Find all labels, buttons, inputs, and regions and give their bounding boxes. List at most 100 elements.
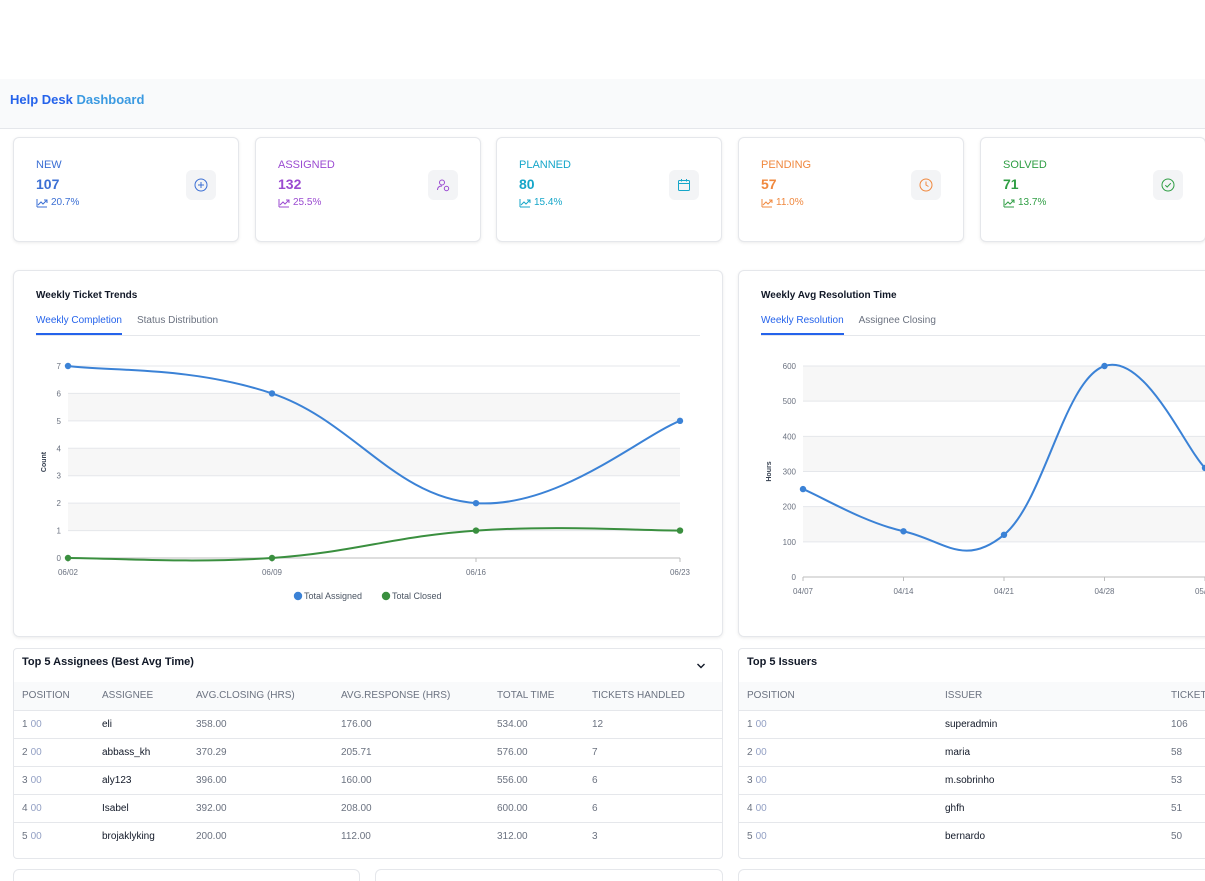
position-cell: 5 00 bbox=[739, 821, 937, 850]
table-header-row: POSITION ASSIGNEE AVG.CLOSING (HRS) AVG.… bbox=[14, 682, 722, 710]
stat-change-value: 15.4% bbox=[534, 197, 563, 208]
table-header-row: POSITION ISSUER TICKETS bbox=[739, 682, 1205, 710]
grid-band bbox=[803, 436, 1205, 472]
y-tick-label: 7 bbox=[57, 362, 62, 371]
data-point bbox=[472, 499, 480, 507]
y-tick-label: 0 bbox=[57, 554, 62, 563]
x-tick-label: 04/07 bbox=[793, 587, 814, 596]
weekly-ticket-trends-chart: 0 1 2 3 4 5 6 7 06/02 06/09 06/16 06/23 Count Total A… bbox=[41, 362, 691, 601]
legend-marker bbox=[381, 591, 391, 601]
stat-card-planned[interactable]: PLANNED 80 15.4% bbox=[496, 137, 722, 242]
closing-cell: 370.29 bbox=[188, 737, 333, 766]
stat-value: 132 bbox=[278, 176, 302, 192]
total-cell: 312.00 bbox=[489, 821, 584, 850]
tab-weekly-completion[interactable]: Weekly Completion bbox=[36, 315, 122, 335]
y-tick-label: 3 bbox=[57, 472, 62, 481]
y-axis-title: Hours bbox=[766, 461, 773, 481]
bottom-card bbox=[738, 869, 1205, 881]
table-row[interactable]: 1 00 eli 358.00 176.00 534.00 12 bbox=[14, 709, 722, 738]
rank-suffix: 00 bbox=[30, 802, 42, 814]
rank: 3 bbox=[22, 774, 28, 786]
table-row[interactable]: 1 00 superadmin 106 bbox=[739, 709, 1205, 738]
response-cell: 208.00 bbox=[333, 793, 489, 822]
bottom-card bbox=[375, 869, 723, 881]
column-header[interactable]: TICKETS HANDLED bbox=[584, 682, 722, 710]
y-tick-label: 2 bbox=[57, 499, 62, 508]
stat-card-new[interactable]: NEW 107 20.7% bbox=[13, 137, 239, 242]
column-header[interactable]: POSITION bbox=[739, 682, 937, 710]
y-tick-label: 600 bbox=[783, 362, 797, 371]
x-tick-label: 04/14 bbox=[893, 587, 914, 596]
x-tick-label: 06/23 bbox=[670, 568, 691, 577]
rank-suffix: 00 bbox=[755, 718, 767, 730]
table-row[interactable]: 3 00 m.sobrinho 53 bbox=[739, 765, 1205, 794]
y-tick-label: 400 bbox=[783, 432, 797, 441]
column-header[interactable]: TICKETS bbox=[1163, 682, 1205, 710]
table-row[interactable]: 2 00 abbass_kh 370.29 205.71 576.00 7 bbox=[14, 737, 722, 766]
table-row[interactable]: 5 00 brojaklyking 200.00 112.00 312.00 3 bbox=[14, 821, 722, 850]
position-cell: 5 00 bbox=[14, 821, 94, 850]
assignee-cell: abbass_kh bbox=[94, 737, 188, 766]
page-title-part2: Dashboard bbox=[76, 92, 145, 107]
y-tick-label: 5 bbox=[57, 417, 62, 426]
issuer-cell: maria bbox=[937, 737, 1163, 766]
issuers-table: POSITION ISSUER TICKETS 100 superadmin 1… bbox=[739, 682, 1205, 850]
stat-card-solved[interactable]: SOLVED 71 13.7% bbox=[980, 137, 1205, 242]
top-assignees-panel: Top 5 Assignees (Best Avg Time) POSITION… bbox=[13, 648, 723, 859]
page-header: Help Desk Dashboard bbox=[0, 79, 1205, 129]
data-point bbox=[676, 527, 684, 534]
assignees-table: POSITION ASSIGNEE AVG.CLOSING (HRS) AVG.… bbox=[14, 682, 722, 850]
tickets-cell: 51 bbox=[1163, 793, 1205, 822]
column-header[interactable]: ISSUER bbox=[937, 682, 1163, 710]
position-cell: 2 00 bbox=[14, 737, 94, 766]
tab-assignee-closing[interactable]: Assignee Closing bbox=[858, 315, 936, 326]
table-row[interactable]: 5 00 bernardo 50 bbox=[739, 821, 1205, 850]
trend-up-icon bbox=[1003, 198, 1015, 207]
table-row[interactable]: 2 00 maria 58 bbox=[739, 737, 1205, 766]
trends-tabs: Weekly Completion Status Distribution bbox=[36, 315, 700, 336]
stat-card-assigned[interactable]: ASSIGNED 132 25.5% bbox=[255, 137, 481, 242]
trend-up-icon bbox=[761, 198, 773, 207]
closing-cell: 396.00 bbox=[188, 765, 333, 794]
rank-suffix: 00 bbox=[755, 830, 767, 842]
position-cell: 1 00 bbox=[14, 709, 94, 738]
tab-weekly-resolution[interactable]: Weekly Resolution bbox=[761, 315, 844, 335]
trend-up-icon bbox=[278, 198, 290, 207]
panel-title: Top 5 Assignees (Best Avg Time) bbox=[22, 656, 194, 668]
position-cell: 4 00 bbox=[739, 793, 937, 822]
response-cell: 112.00 bbox=[333, 821, 489, 850]
rank-suffix: 00 bbox=[30, 774, 42, 786]
table-row[interactable]: 4 00 Isabel 392.00 208.00 600.00 6 bbox=[14, 793, 722, 822]
stat-label: ASSIGNED bbox=[278, 159, 335, 171]
y-axis-title: Count bbox=[41, 451, 48, 472]
series-line bbox=[802, 363, 1205, 552]
stat-label: NEW bbox=[36, 159, 62, 171]
column-header[interactable]: ASSIGNEE bbox=[94, 682, 188, 710]
stat-change: 11.0% bbox=[761, 197, 804, 208]
check-circle-icon bbox=[1153, 170, 1183, 200]
x-tick-label: 06/16 bbox=[466, 568, 487, 577]
column-header[interactable]: AVG.CLOSING (HRS) bbox=[188, 682, 333, 710]
tickets-cell: 50 bbox=[1163, 821, 1205, 850]
total-cell: 534.00 bbox=[489, 709, 584, 738]
stat-card-pending[interactable]: PENDING 57 11.0% bbox=[738, 137, 964, 242]
rank: 2 bbox=[747, 746, 753, 758]
column-header[interactable]: AVG.RESPONSE (HRS) bbox=[333, 682, 489, 710]
data-point bbox=[64, 362, 72, 370]
tab-status-distribution[interactable]: Status Distribution bbox=[136, 315, 219, 326]
rank: 5 bbox=[747, 830, 753, 842]
table-row[interactable]: 4 00 ghfh 51 bbox=[739, 793, 1205, 822]
chevron-down-icon[interactable] bbox=[696, 657, 706, 675]
column-header[interactable]: POSITION bbox=[14, 682, 94, 710]
stat-change-value: 25.5% bbox=[293, 197, 322, 208]
total-cell: 576.00 bbox=[489, 737, 584, 766]
issuer-cell: superadmin bbox=[937, 709, 1163, 738]
page-title-part1: Help Desk bbox=[10, 92, 73, 107]
clock-icon bbox=[911, 170, 941, 200]
bottom-card bbox=[13, 869, 360, 881]
closing-cell: 392.00 bbox=[188, 793, 333, 822]
column-header[interactable]: TOTAL TIME bbox=[489, 682, 584, 710]
tickets-cell: 6 bbox=[584, 765, 722, 794]
table-row[interactable]: 3 00 aly123 396.00 160.00 556.00 6 bbox=[14, 765, 722, 794]
data-point bbox=[799, 485, 807, 493]
